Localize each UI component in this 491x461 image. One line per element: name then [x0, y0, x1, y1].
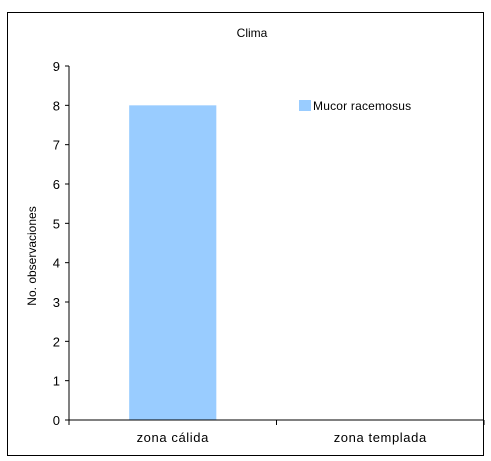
y-tick-marks — [65, 65, 69, 421]
legend: Mucor racemosus — [299, 99, 411, 113]
y-tick-label: 6 — [53, 177, 60, 192]
y-tick-label: 4 — [53, 256, 60, 271]
y-tick-label: 8 — [53, 98, 60, 113]
chart-title: Clima — [237, 26, 268, 40]
bars — [129, 105, 217, 420]
y-axis-label: No. observaciones — [25, 206, 39, 305]
y-tick-label: 3 — [53, 295, 60, 310]
legend-label-mucor-racemosus: Mucor racemosus — [313, 99, 411, 113]
y-tick-label: 9 — [53, 59, 60, 74]
x-tick-label: zona templada — [334, 430, 427, 445]
legend-swatch — [299, 100, 311, 111]
x-tick-label: zona cálida — [137, 430, 210, 445]
axes — [68, 66, 485, 425]
bar-zona-cálida — [129, 105, 217, 420]
y-tick-label: 5 — [53, 216, 60, 231]
y-tick-label: 1 — [53, 374, 60, 389]
tick-labels: 0 1 2 3 4 5 6 7 8 9 zona cálida zona templada — [53, 59, 427, 445]
y-tick-label: 2 — [53, 334, 60, 349]
y-tick-label: 7 — [53, 138, 60, 153]
chart-frame — [7, 12, 484, 456]
y-tick-label: 0 — [53, 413, 60, 428]
